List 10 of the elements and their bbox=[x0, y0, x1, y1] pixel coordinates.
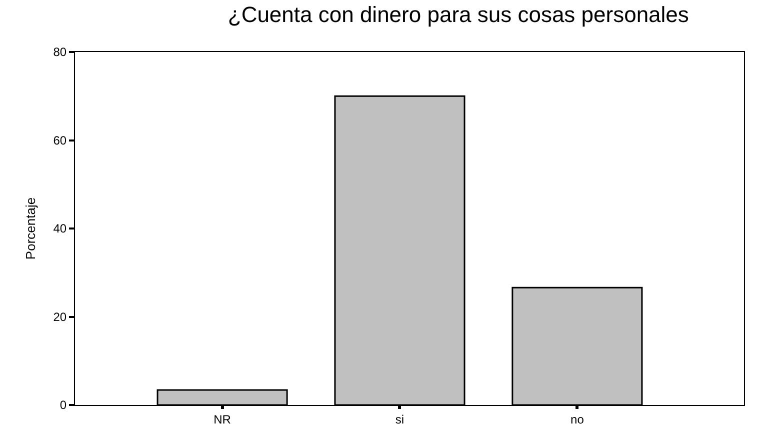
y-tick-label: 0 bbox=[60, 398, 67, 412]
x-tick-label: no bbox=[570, 412, 584, 426]
x-tick-label: NR bbox=[214, 412, 232, 426]
y-axis-title: Porcentaje bbox=[23, 197, 38, 260]
y-tick-label: 80 bbox=[53, 45, 67, 60]
x-tick-label: si bbox=[395, 412, 404, 426]
chart-title: ¿Cuenta con dinero para sus cosas personales bbox=[228, 2, 689, 27]
y-tick-label: 60 bbox=[53, 133, 67, 148]
y-tick-label: 20 bbox=[53, 310, 67, 324]
y-tick-label: 40 bbox=[53, 222, 67, 236]
